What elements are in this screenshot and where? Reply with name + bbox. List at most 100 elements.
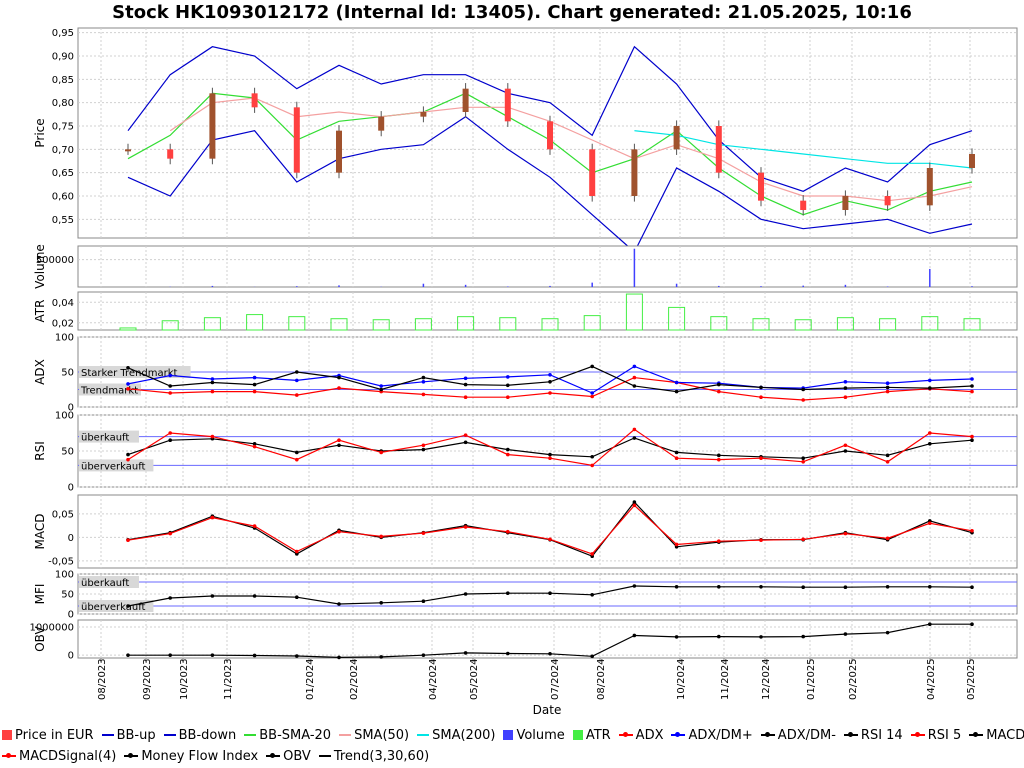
legend-swatch — [244, 734, 257, 736]
rsi-series-rsi-14-point — [928, 442, 932, 446]
obv-series-point — [421, 653, 426, 657]
legend-swatch — [339, 734, 352, 736]
obv-series-point — [126, 653, 130, 657]
price-candle — [462, 88, 469, 112]
atr-plot-area — [77, 291, 1018, 331]
panel-adx: 0 50 100 ADX Starker Trendmarkt Trendmarkt — [33, 333, 1018, 414]
rsi-series-rsi-14-point — [548, 452, 552, 457]
rsi-series-rsi-14-point — [801, 456, 805, 461]
adx-series-adx-dm--point — [252, 375, 257, 380]
adx-series-adx-point — [970, 389, 974, 394]
x-axis: 08/2023 09/2023 10/2023 11/2023 01/2024 02/20… — [97, 658, 977, 700]
price-candle — [800, 200, 807, 210]
macd-series-macdsignal-4--point — [674, 542, 679, 547]
adx-axis-title: ADX — [33, 359, 47, 385]
legend-swatch — [503, 730, 514, 740]
macd-series-macdsignal-4--point — [337, 529, 341, 534]
price-candle — [969, 154, 975, 168]
mfi-ytick-label: 0 — [68, 610, 74, 621]
mfi-series-point — [379, 601, 384, 605]
adx-series-adx-dm--point — [632, 364, 637, 369]
legend-label: BB-SMA-20 — [259, 727, 332, 743]
adx-series-adx-dm--point — [548, 373, 552, 377]
adx-series-adx-dm--point — [717, 382, 721, 387]
rsi-series-rsi-14-point — [337, 443, 341, 448]
legend-label: Price in EUR — [15, 727, 94, 743]
rsi-series-rsi-14-point — [843, 449, 848, 453]
price-ytick-label: 0,90 — [52, 52, 74, 63]
rsi-series-rsi-5-point — [168, 431, 172, 435]
rsi-ytick-label: 0 — [68, 483, 74, 494]
adx-series-adx-point — [506, 395, 510, 400]
atr-bar — [583, 315, 601, 331]
legend-label: Money Flow Index — [141, 748, 259, 764]
price-candle — [884, 196, 891, 206]
price-candle — [293, 107, 300, 173]
adx-series-adx-dm--point — [252, 382, 257, 387]
mfi-band-label-bg — [79, 576, 139, 588]
legend-item: MACDSignal(4) — [2, 749, 116, 764]
price-ytick-label: 0,55 — [52, 215, 74, 226]
macd-series-macdsignal-4--point — [463, 525, 468, 529]
macd-axis-title: MACD — [33, 514, 47, 550]
rsi-axis-title: RSI — [33, 441, 47, 461]
legend-item: Volume — [503, 728, 565, 743]
atr-bar — [161, 320, 179, 331]
adx-series-adx-dm--point — [379, 387, 384, 392]
legend-swatch — [101, 734, 114, 736]
legend: Price in EUR BB-up BB-down BB-SMA-20 SMA(50)… — [0, 723, 1024, 768]
mfi-series-point — [590, 593, 594, 597]
mfi-series-point — [506, 591, 510, 595]
legend-label: ADX/DM- — [777, 727, 836, 743]
obv-ytick-label: 0 — [68, 651, 74, 662]
price-candle — [251, 93, 258, 108]
rsi-series-rsi-5-point — [421, 443, 426, 448]
x-tick-label: 02/2025 — [848, 658, 859, 700]
adx-band-label-bg — [79, 366, 191, 378]
rsi-series-rsi-14-point — [506, 447, 510, 452]
atr-bar — [836, 317, 854, 331]
rsi-series-rsi-5-point — [337, 438, 341, 443]
adx-series-adx-point — [843, 395, 848, 400]
adx-series-adx-dm--point — [548, 380, 552, 384]
macd-series-macdsignal-4--point — [717, 539, 721, 543]
adx-series-adx-dm--point — [928, 378, 932, 383]
rsi-series-rsi-5-point — [928, 431, 932, 435]
macd-series-macdsignal-4--point — [252, 524, 257, 528]
adx-series-adx-dm--point — [463, 376, 468, 381]
macd-series-macdsignal-4--point — [632, 503, 637, 508]
atr-axis-title: ATR — [33, 300, 47, 323]
obv-series-point — [379, 655, 384, 659]
rsi-series-rsi-5-point — [632, 427, 637, 432]
atr-bar — [499, 317, 517, 331]
price-candle — [420, 112, 427, 117]
macd-series-macdsignal-4--point — [295, 549, 299, 554]
adx-ytick-label: 0 — [68, 403, 74, 414]
adx-series-adx-point — [590, 394, 594, 399]
price-candle — [673, 126, 680, 150]
adx-ytick-label: 100 — [55, 333, 74, 344]
adx-series-adx-point — [717, 389, 721, 394]
macd-series-macd-5-13--point — [632, 500, 637, 504]
adx-series-adx-dm--point — [506, 375, 510, 379]
panel-mfi: 0 50 100 MFI überkauft überverkauft — [33, 570, 1018, 621]
rsi-series-rsi-14-point — [970, 438, 974, 443]
rsi-series-rsi-14-point — [674, 450, 679, 455]
mfi-series-point — [674, 585, 679, 589]
price-candle — [631, 149, 638, 196]
legend-swatch — [266, 752, 281, 760]
x-tick-label: 05/2024 — [469, 658, 480, 700]
x-tick-label: 08/2024 — [596, 658, 607, 700]
obv-series-point — [674, 635, 679, 639]
mfi-series-point — [295, 595, 299, 599]
rsi-series-rsi-5-point — [548, 456, 552, 461]
obv-series-point — [168, 653, 172, 657]
legend-swatch — [969, 731, 984, 739]
adx-series-adx-dm--point — [210, 377, 215, 381]
rsi-series-rsi-5-point — [843, 443, 848, 448]
price-ytick-label: 0,75 — [52, 122, 74, 133]
volume-ytick-label: 500000 — [36, 255, 74, 266]
mfi-band-label: überverkauft — [81, 602, 146, 613]
legend-item: BB-down — [163, 728, 236, 743]
macd-plot-area — [77, 494, 1018, 569]
